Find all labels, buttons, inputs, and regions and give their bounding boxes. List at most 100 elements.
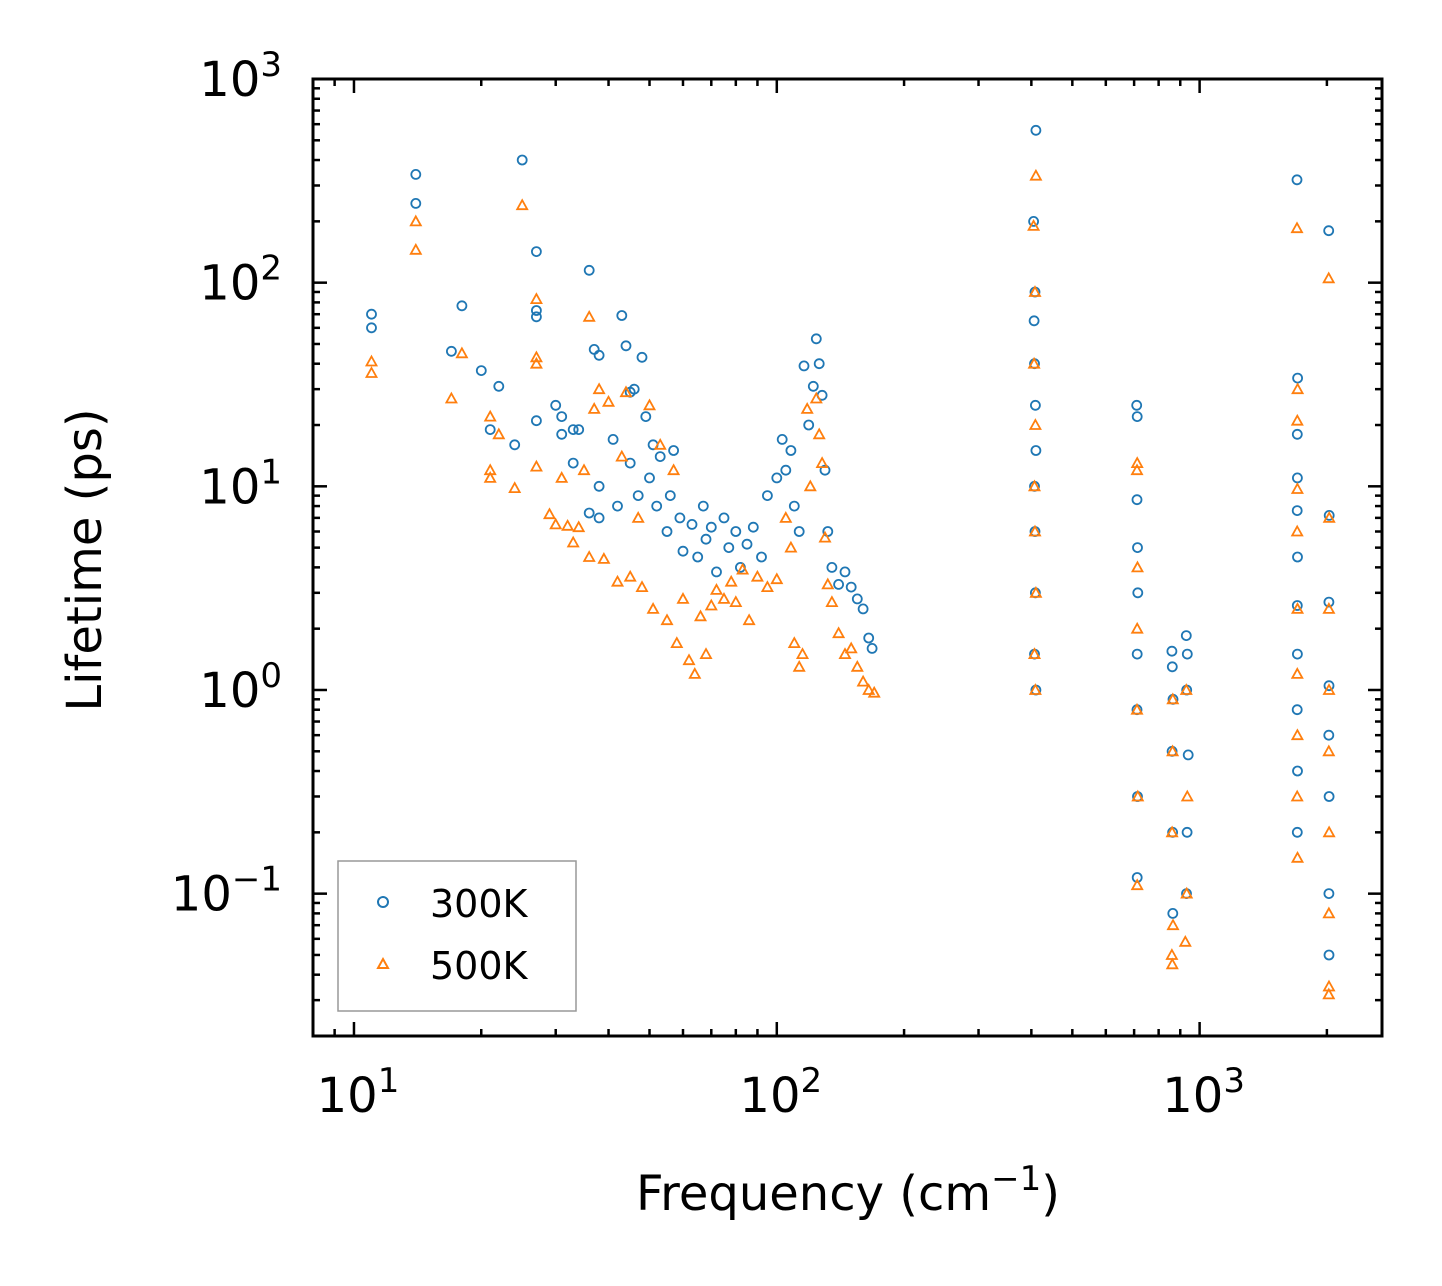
point-500k xyxy=(615,449,629,462)
point-300k xyxy=(593,480,605,492)
point-500k xyxy=(1179,683,1193,695)
point-500k xyxy=(1180,886,1194,899)
point-300k xyxy=(531,415,542,427)
point-300k xyxy=(826,562,838,573)
point-500k xyxy=(862,683,876,695)
point-500k xyxy=(1166,744,1180,757)
point-500k xyxy=(1130,621,1144,634)
point-500k xyxy=(1290,789,1304,802)
point-500k xyxy=(1178,934,1192,947)
point-300k xyxy=(1167,908,1179,919)
point-500k xyxy=(364,354,379,367)
point-300k xyxy=(1323,888,1335,899)
point-300k xyxy=(632,490,644,502)
point-300k xyxy=(785,445,797,456)
point-300k xyxy=(644,472,655,484)
point-300k xyxy=(741,538,753,550)
point-500k xyxy=(1165,957,1179,970)
point-300k xyxy=(1291,174,1303,186)
point-300k xyxy=(1292,648,1303,660)
point-300k xyxy=(509,439,521,451)
point-300k xyxy=(1181,826,1193,838)
point-300k xyxy=(1166,645,1178,657)
point-500k xyxy=(838,647,852,659)
point-500k xyxy=(1290,667,1304,679)
legend-label-500k: 500K xyxy=(430,944,529,988)
point-300k xyxy=(1030,445,1042,456)
point-500k xyxy=(597,552,611,564)
data-points xyxy=(364,124,1336,1000)
point-300k xyxy=(857,603,869,615)
point-300k xyxy=(607,433,619,445)
point-300k xyxy=(493,380,505,392)
point-500k xyxy=(1290,413,1304,426)
point-300k xyxy=(1028,315,1040,327)
y-tick-label: 101 xyxy=(199,452,282,515)
point-500k xyxy=(1131,789,1145,802)
point-300k xyxy=(531,311,542,323)
point-500k xyxy=(582,309,596,322)
point-500k xyxy=(455,346,469,359)
point-300k xyxy=(573,424,585,436)
point-500k xyxy=(566,535,580,548)
point-300k xyxy=(1030,399,1041,411)
point-500k xyxy=(1322,511,1336,523)
point-500k xyxy=(601,394,616,407)
point-500k xyxy=(815,456,829,469)
point-500k xyxy=(667,463,681,476)
point-300k xyxy=(366,322,377,334)
point-500k xyxy=(555,471,569,483)
point-500k xyxy=(676,592,690,604)
point-500k xyxy=(704,598,718,611)
series-300k xyxy=(366,124,1335,961)
point-500k xyxy=(803,479,817,492)
point-300k xyxy=(674,512,686,524)
point-300k xyxy=(705,521,717,533)
point-300k xyxy=(567,457,579,469)
point-500k xyxy=(825,595,839,607)
point-300k xyxy=(1131,494,1143,506)
point-300k xyxy=(686,519,698,530)
point-300k xyxy=(616,310,628,321)
point-300k xyxy=(1292,551,1303,563)
y-tick-label: 103 xyxy=(199,45,282,108)
point-500k xyxy=(1027,647,1042,659)
point-500k xyxy=(623,569,637,582)
y-tick-label: 10−1 xyxy=(171,860,282,923)
point-300k xyxy=(851,593,863,605)
point-300k xyxy=(700,533,712,545)
point-300k xyxy=(771,472,783,484)
point-500k xyxy=(832,626,846,639)
point-500k xyxy=(542,507,557,520)
y-axis-label: Lifetime (ps) xyxy=(57,408,113,711)
point-500k xyxy=(1130,878,1144,891)
point-300k xyxy=(1291,826,1303,838)
point-300k xyxy=(484,424,496,436)
point-300k xyxy=(661,526,673,537)
point-500k xyxy=(1166,692,1180,705)
legend: 300K 500K xyxy=(337,860,577,1012)
point-500k xyxy=(572,520,586,533)
point-300k xyxy=(620,340,632,352)
point-500k xyxy=(444,391,458,404)
tick-labels: 101 102 103 10−1 100 101 102 103 xyxy=(171,45,1245,1124)
series-500k xyxy=(364,168,1336,1000)
x-tick-label: 103 xyxy=(1162,1061,1245,1124)
point-500k xyxy=(1322,602,1336,614)
point-500k xyxy=(646,602,660,614)
point-500k xyxy=(483,409,497,422)
point-500k xyxy=(635,580,649,592)
point-300k xyxy=(1292,472,1303,484)
point-500k xyxy=(1029,168,1043,181)
point-300k xyxy=(1166,661,1178,673)
point-300k xyxy=(776,433,788,445)
point-500k xyxy=(561,518,575,531)
point-500k xyxy=(1180,789,1194,802)
point-300k xyxy=(793,526,805,537)
point-300k xyxy=(756,551,767,563)
point-500k xyxy=(818,530,832,543)
point-500k xyxy=(1029,585,1043,598)
point-500k xyxy=(515,198,529,211)
point-500k xyxy=(787,636,801,648)
